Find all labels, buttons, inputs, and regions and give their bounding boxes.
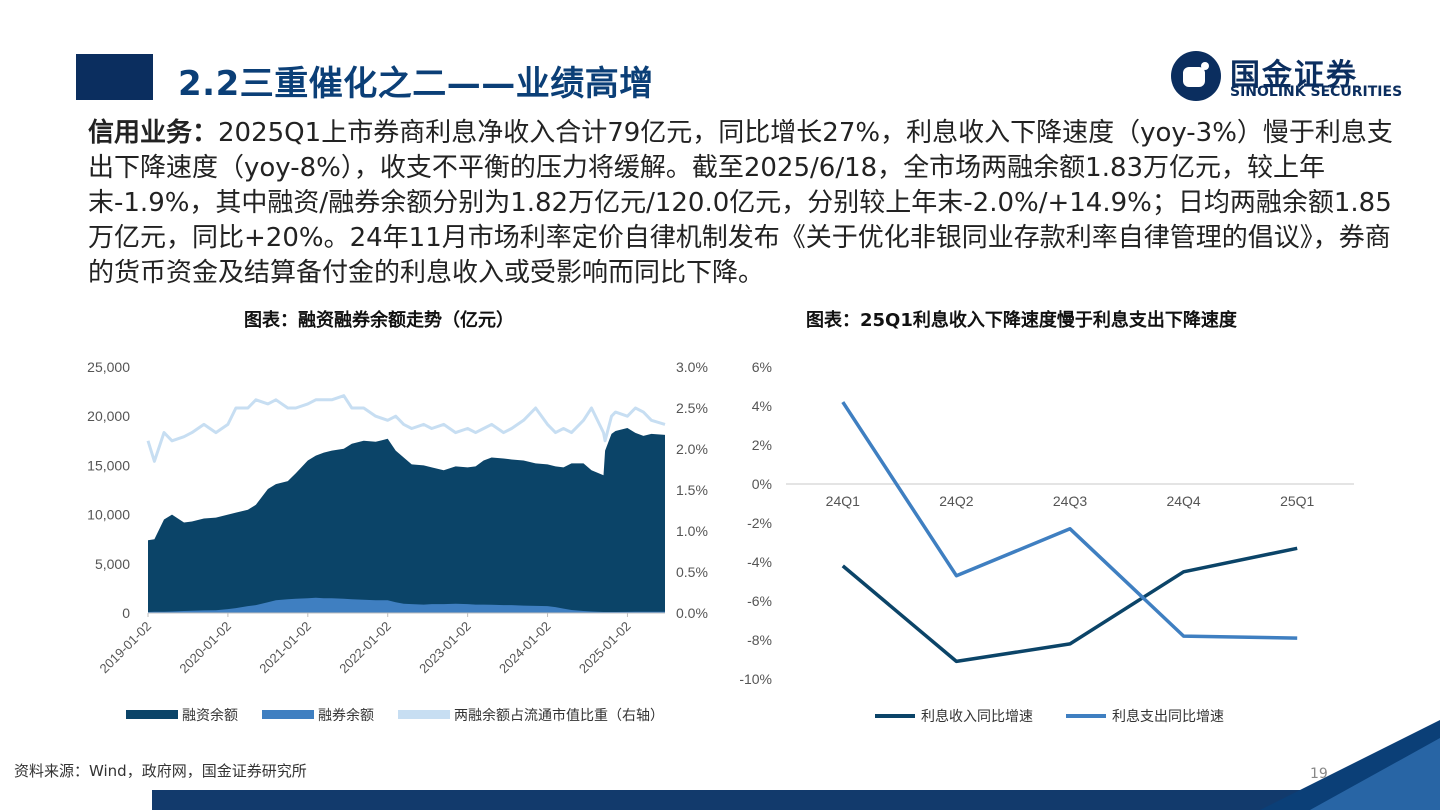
margin-balance-chart: 0 5,000 10,000 15,000 20,000 25,000 0.0% 0.5% 1.… (87, 359, 708, 723)
y-right-tick-label: 3.0% (676, 359, 708, 375)
legend-swatch (126, 710, 178, 719)
y-tick-label: 0% (752, 476, 772, 492)
y-right-tick-label: 2.5% (676, 400, 708, 416)
logo-mark-icon (1171, 51, 1221, 101)
x-tick-label: 2022-01-02 (336, 619, 394, 677)
y-tick-label: 2% (752, 437, 772, 453)
body-text: 2025Q1上市券商利息净收入合计79亿元，同比增长27%，利息收入下降速度（y… (88, 118, 1393, 288)
series-financing-area (148, 428, 665, 613)
x-tick-label: 2023-01-02 (416, 619, 474, 677)
y-tick-label: -6% (747, 593, 772, 609)
body-lead: 信用业务： (88, 118, 219, 148)
logo-cn-text: 国金证券 (1230, 58, 1358, 93)
x-tick-label: 2019-01-02 (96, 619, 154, 677)
legend-label: 融券余额 (318, 707, 374, 723)
legend-label: 融资余额 (182, 707, 238, 723)
y-tick-label: -8% (747, 632, 772, 648)
interest-growth-chart: 6% 4% 2% 0% -2% -4% -6% -8% -10% 24Q1 24Q2 24Q3 24Q4… (739, 359, 1354, 724)
footer-band (152, 790, 1440, 810)
series-ratio-line (146, 394, 666, 463)
x-tick-label: 2024-01-02 (496, 619, 554, 677)
legend-label: 利息收入同比增速 (921, 708, 1033, 724)
y-tick-label: 4% (752, 398, 772, 414)
title-accent-bar (76, 54, 153, 100)
x-tick-label: 2021-01-02 (256, 619, 314, 677)
y-tick-label: 6% (752, 359, 772, 375)
y-right-tick-label: 1.5% (676, 482, 708, 498)
legend-label: 利息支出同比增速 (1112, 708, 1224, 724)
chart1-title: 图表：融资融券余额走势（亿元） (244, 310, 514, 331)
company-logo: 国金证券 SINOLINK SECURITIES (1170, 48, 1410, 104)
x-tick-label: 25Q1 (1280, 493, 1314, 509)
series-line-1 (841, 546, 1298, 664)
x-tick-label: 2020-01-02 (176, 619, 234, 677)
y-right-tick-label: 0.0% (676, 605, 708, 621)
x-tick-label: 24Q1 (826, 493, 860, 509)
x-tick-label: 24Q3 (1053, 493, 1087, 509)
legend-swatch (398, 710, 450, 719)
x-tick-label: 24Q2 (939, 493, 973, 509)
page-number: 19 (1310, 766, 1328, 782)
x-tick-label: 24Q4 (1166, 493, 1200, 509)
y-right-tick-label: 1.0% (676, 523, 708, 539)
x-tick-label: 2025-01-02 (576, 619, 634, 677)
corner-decoration (1260, 720, 1440, 810)
y-tick-label: -2% (747, 515, 772, 531)
y-left-tick-label: 15,000 (87, 457, 130, 473)
chart2-title: 图表：25Q1利息收入下降速度慢于利息支出下降速度 (806, 310, 1237, 331)
y-right-tick-label: 2.0% (676, 441, 708, 457)
y-left-tick-label: 25,000 (87, 359, 130, 375)
y-left-tick-label: 10,000 (87, 507, 130, 523)
y-left-tick-label: 20,000 (87, 408, 130, 424)
series-securities-lending-area (148, 597, 665, 613)
body-paragraph: 信用业务：2025Q1上市券商利息净收入合计79亿元，同比增长27%，利息收入下… (88, 116, 1408, 291)
page-title: 2.2三重催化之二——业绩高增 (178, 64, 654, 104)
y-tick-label: -10% (739, 671, 772, 687)
series-line-2 (841, 401, 1298, 640)
y-left-tick-label: 5,000 (95, 556, 130, 572)
logo-en-text: SINOLINK SECURITIES (1230, 84, 1403, 100)
y-tick-label: -4% (747, 554, 772, 570)
y-right-tick-label: 0.5% (676, 564, 708, 580)
source-note: 资料来源：Wind，政府网，国金证券研究所 (14, 762, 307, 780)
legend-swatch (262, 710, 314, 719)
legend-label: 两融余额占流通市值比重（右轴） (454, 707, 664, 723)
y-left-tick-label: 0 (122, 605, 130, 621)
